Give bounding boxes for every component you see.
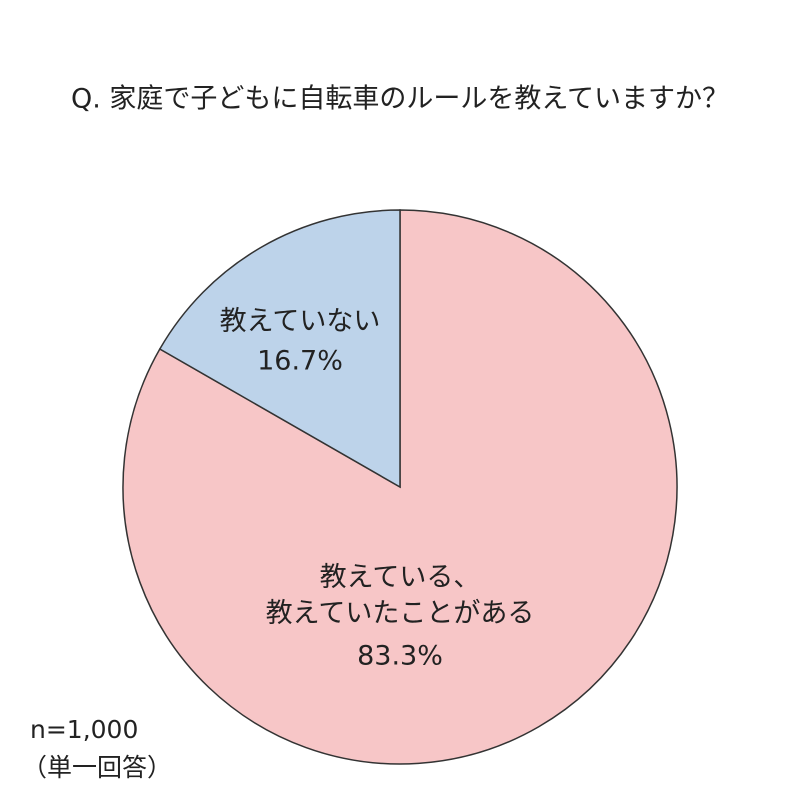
slice-value-label: 83.3% [357,641,443,672]
answer-note: （単一回答） [22,753,172,782]
sample-note: n=1,000 [30,715,138,744]
pie-slice [158,209,401,489]
chart-title: Q. 家庭で子どもに自転車のルールを教えていますか？ [71,84,729,115]
slice-value-label: 16.7% [257,346,343,377]
slice-label: 教えている、教えていたことがある [266,562,535,629]
slice-label: 教えていない [220,306,381,337]
